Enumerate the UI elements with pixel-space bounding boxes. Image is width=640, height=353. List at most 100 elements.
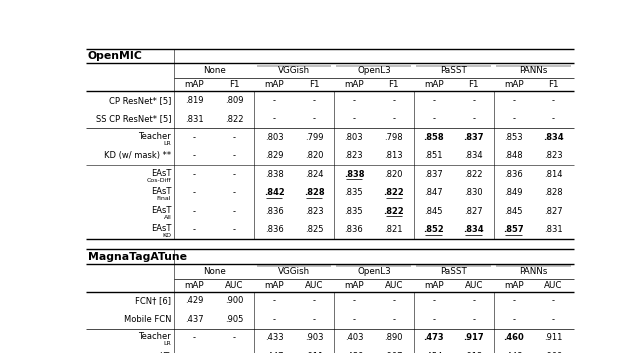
Text: -: - xyxy=(193,226,196,234)
Text: -: - xyxy=(353,114,355,124)
Text: .429: .429 xyxy=(185,297,204,305)
Text: -: - xyxy=(552,96,555,105)
Text: -: - xyxy=(312,96,316,105)
Text: -: - xyxy=(432,96,435,105)
Text: .798: .798 xyxy=(385,133,403,142)
Text: .834: .834 xyxy=(543,133,564,142)
Text: -: - xyxy=(312,297,316,305)
Text: .821: .821 xyxy=(385,226,403,234)
Text: .809: .809 xyxy=(225,96,243,105)
Text: .823: .823 xyxy=(305,207,323,216)
Text: SS CP ResNet* [5]: SS CP ResNet* [5] xyxy=(96,114,172,124)
Text: .803: .803 xyxy=(265,133,284,142)
Text: -: - xyxy=(353,96,355,105)
Text: .827: .827 xyxy=(465,207,483,216)
Text: F1: F1 xyxy=(468,80,479,89)
Text: .827: .827 xyxy=(544,207,563,216)
Text: AUC: AUC xyxy=(544,281,563,289)
Text: EAsT: EAsT xyxy=(151,187,172,196)
Text: -: - xyxy=(472,114,475,124)
Text: None: None xyxy=(203,267,225,276)
Text: -: - xyxy=(273,96,276,105)
Text: -: - xyxy=(552,114,555,124)
Text: .911: .911 xyxy=(545,333,563,342)
Text: .437: .437 xyxy=(185,315,204,324)
Text: KD: KD xyxy=(163,233,172,238)
Text: EAsT: EAsT xyxy=(151,224,172,233)
Text: .917: .917 xyxy=(463,333,484,342)
Text: .903: .903 xyxy=(305,333,323,342)
Text: AUC: AUC xyxy=(225,281,243,289)
Text: mAP: mAP xyxy=(184,80,204,89)
Text: .822: .822 xyxy=(225,114,243,124)
Text: .825: .825 xyxy=(305,226,323,234)
Text: .838: .838 xyxy=(344,170,364,179)
Text: CP ResNet* [5]: CP ResNet* [5] xyxy=(109,96,172,105)
Text: .912: .912 xyxy=(465,352,483,353)
Text: Mobile FCN: Mobile FCN xyxy=(124,315,172,324)
Text: .828: .828 xyxy=(544,189,563,197)
Text: KD: KD xyxy=(159,352,172,353)
Text: .831: .831 xyxy=(185,114,204,124)
Text: -: - xyxy=(353,315,355,324)
Text: .836: .836 xyxy=(265,207,284,216)
Text: -: - xyxy=(432,297,435,305)
Text: F1: F1 xyxy=(548,80,559,89)
Text: .834: .834 xyxy=(463,226,484,234)
Text: -: - xyxy=(432,315,435,324)
Text: .851: .851 xyxy=(424,151,443,161)
Text: .820: .820 xyxy=(385,170,403,179)
Text: LR: LR xyxy=(163,141,172,146)
Text: .836: .836 xyxy=(265,226,284,234)
Text: -: - xyxy=(472,96,475,105)
Text: .820: .820 xyxy=(305,151,323,161)
Text: -: - xyxy=(472,297,475,305)
Text: -: - xyxy=(392,315,396,324)
Text: .454: .454 xyxy=(424,352,443,353)
Text: -: - xyxy=(232,151,236,161)
Text: Cos-Diff: Cos-Diff xyxy=(147,178,172,183)
Text: .836: .836 xyxy=(344,226,364,234)
Text: .837: .837 xyxy=(424,170,443,179)
Text: -: - xyxy=(512,297,515,305)
Text: -: - xyxy=(193,189,196,197)
Text: OpenL3: OpenL3 xyxy=(357,66,391,75)
Text: -: - xyxy=(232,133,236,142)
Text: .829: .829 xyxy=(265,151,284,161)
Text: -: - xyxy=(232,170,236,179)
Text: .849: .849 xyxy=(504,189,523,197)
Text: PANNs: PANNs xyxy=(520,267,548,276)
Text: .823: .823 xyxy=(344,151,364,161)
Text: -: - xyxy=(193,352,196,353)
Text: .852: .852 xyxy=(424,226,444,234)
Text: .834: .834 xyxy=(465,151,483,161)
Text: -: - xyxy=(193,207,196,216)
Text: -: - xyxy=(273,315,276,324)
Text: Final: Final xyxy=(157,196,172,201)
Text: -: - xyxy=(193,151,196,161)
Text: .473: .473 xyxy=(424,333,444,342)
Text: .822: .822 xyxy=(465,170,483,179)
Text: .845: .845 xyxy=(424,207,443,216)
Text: .837: .837 xyxy=(463,133,484,142)
Text: .403: .403 xyxy=(345,333,363,342)
Text: -: - xyxy=(512,96,515,105)
Text: .447: .447 xyxy=(265,352,284,353)
Text: MagnaTagATune: MagnaTagATune xyxy=(88,252,187,262)
Text: .814: .814 xyxy=(544,170,563,179)
Text: .838: .838 xyxy=(265,170,284,179)
Text: Teacher: Teacher xyxy=(138,332,172,341)
Text: PaSST: PaSST xyxy=(440,66,467,75)
Text: -: - xyxy=(552,297,555,305)
Text: F1: F1 xyxy=(308,80,319,89)
Text: .824: .824 xyxy=(305,170,323,179)
Text: .433: .433 xyxy=(265,333,284,342)
Text: -: - xyxy=(273,297,276,305)
Text: .823: .823 xyxy=(544,151,563,161)
Text: -: - xyxy=(512,315,515,324)
Text: .439: .439 xyxy=(345,352,363,353)
Text: .828: .828 xyxy=(303,189,324,197)
Text: mAP: mAP xyxy=(344,281,364,289)
Text: .848: .848 xyxy=(504,151,523,161)
Text: -: - xyxy=(232,352,236,353)
